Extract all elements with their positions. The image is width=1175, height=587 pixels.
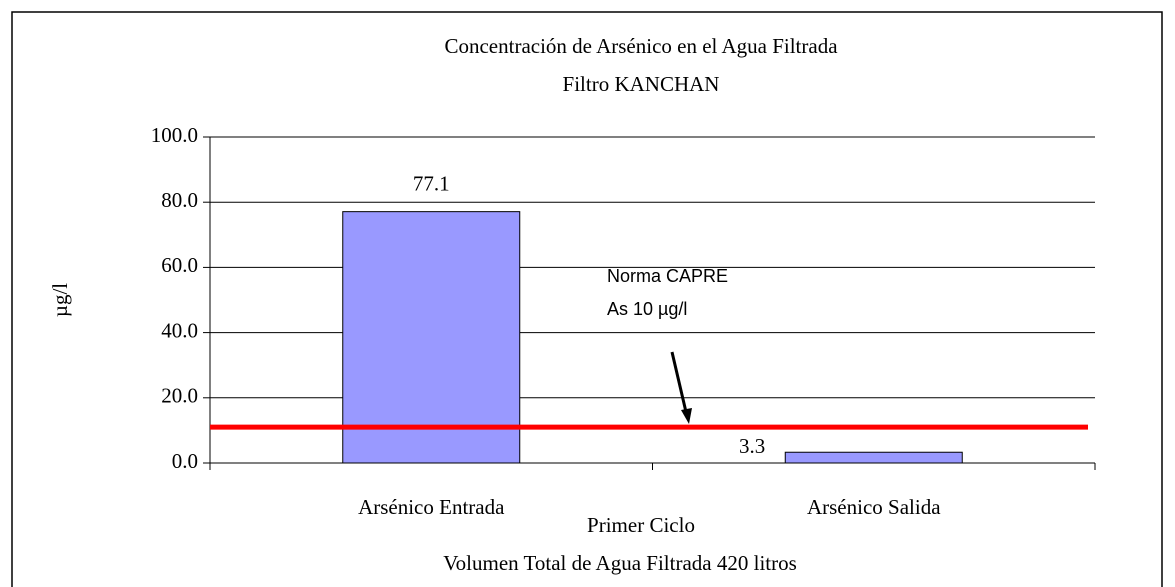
y-tick-label: 60.0: [161, 253, 198, 277]
data-label: 77.1: [413, 171, 450, 195]
arrow-shaft: [670, 351, 688, 413]
data-label: 3.3: [739, 434, 765, 458]
annotation: As 10 µg/l: [607, 299, 687, 319]
chart-title: Filtro KANCHAN: [563, 72, 720, 96]
arrow-head: [681, 408, 692, 424]
annotation: Norma CAPRE: [607, 266, 728, 286]
y-tick-label: 20.0: [161, 384, 198, 408]
chart-title: Concentración de Arsénico en el Agua Fil…: [444, 34, 838, 58]
y-tick-label: 0.0: [172, 449, 198, 473]
bar: [342, 211, 521, 464]
y-tick-label: 40.0: [161, 318, 198, 342]
x-tick-label: Arsénico Salida: [807, 495, 941, 519]
y-tick-label: 100.0: [151, 123, 198, 147]
bar: [784, 451, 963, 464]
x-tick-label: Arsénico Entrada: [358, 495, 505, 519]
chart-border: [11, 11, 1163, 587]
y-axis-label: µg/l: [48, 283, 72, 317]
footnote: Volumen Total de Agua Filtrada 420 litro…: [443, 551, 797, 575]
x-axis-label: Primer Ciclo: [587, 513, 695, 537]
y-tick-label: 80.0: [161, 188, 198, 212]
